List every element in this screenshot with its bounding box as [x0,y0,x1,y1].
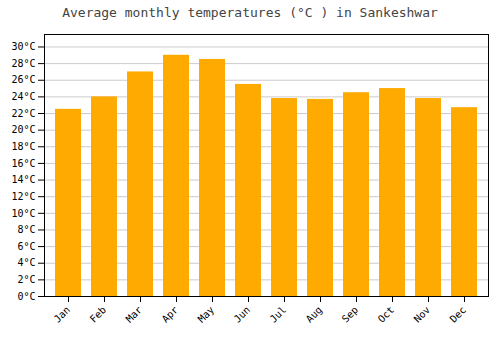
svg-text:28°C: 28°C [11,58,35,69]
svg-text:Apr: Apr [160,304,181,325]
svg-text:8°C: 8°C [17,224,35,235]
svg-text:May: May [196,304,217,325]
svg-text:30°C: 30°C [11,41,35,52]
svg-text:Aug: Aug [304,304,325,325]
svg-text:4°C: 4°C [17,257,35,268]
svg-text:18°C: 18°C [11,141,35,152]
svg-text:Sep: Sep [340,304,361,325]
svg-text:10°C: 10°C [11,208,35,219]
svg-text:6°C: 6°C [17,241,35,252]
svg-text:12°C: 12°C [11,191,35,202]
svg-text:22°C: 22°C [11,108,35,119]
svg-text:16°C: 16°C [11,158,35,169]
svg-text:Jan: Jan [52,304,73,325]
svg-text:Jun: Jun [232,304,253,325]
svg-text:14°C: 14°C [11,174,35,185]
html-text:Average monthly temperatures (: Average monthly temperatures (°C ) in Sa… [62,5,438,20]
svg-text:Jul: Jul [268,304,289,325]
svg-text:Dec: Dec [448,304,469,325]
svg-text:Feb: Feb [88,304,109,325]
svg-text:24°C: 24°C [11,91,35,102]
svg-text:26°C: 26°C [11,74,35,85]
svg-text:Mar: Mar [124,304,145,325]
svg-text:Nov: Nov [412,304,433,325]
svg-text:2°C: 2°C [17,274,35,285]
svg-text:0°C: 0°C [17,291,35,302]
svg-text:Oct: Oct [376,304,397,325]
svg-text:20°C: 20°C [11,124,35,135]
